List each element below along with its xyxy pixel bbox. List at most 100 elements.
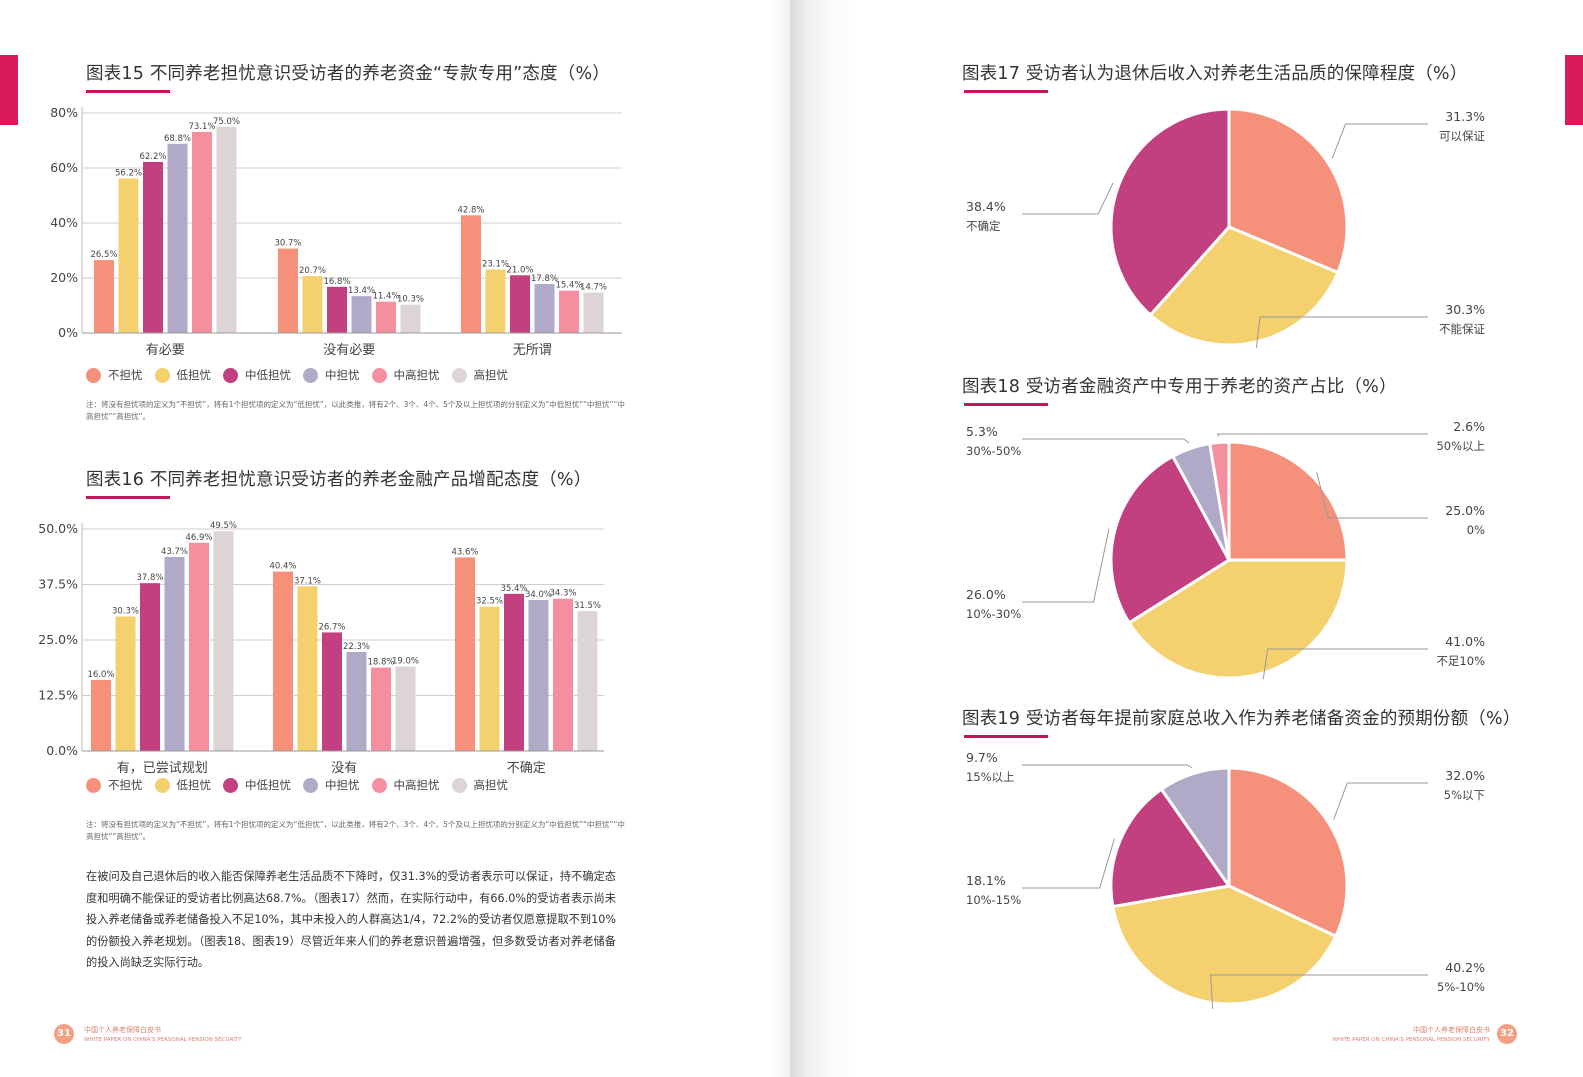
- bar-value-label: 14.7%: [580, 283, 607, 293]
- pie-category-label: 0%: [1467, 523, 1485, 537]
- y-tick-label: 0%: [58, 325, 78, 340]
- legend-swatch: [371, 367, 387, 383]
- leader-line: [1216, 433, 1428, 437]
- bar-value-label: 16.0%: [87, 670, 114, 680]
- legend-item: 中担忧: [303, 367, 360, 383]
- right-edge-tab: [1565, 55, 1583, 125]
- fig18-title: 图表18 受访者金融资产中专用于养老的资产占比（%）: [962, 377, 1397, 397]
- bar-value-label: 11.4%: [372, 292, 399, 302]
- x-category-label: 有，已尝试规划: [117, 761, 208, 776]
- bar: [376, 301, 396, 333]
- legend-label: 高担忧: [473, 778, 509, 792]
- pie-value-label: 30.3%: [1445, 302, 1485, 317]
- fig18-title-rule: [964, 403, 1048, 406]
- pie-value-label: 9.7%: [966, 752, 998, 765]
- legend-swatch: [451, 367, 467, 383]
- left-footer-en: WHITE PAPER ON CHINA'S PERSONAL PENSION …: [84, 1037, 242, 1043]
- bar-value-label: 19.0%: [392, 657, 419, 667]
- bar-value-label: 75.0%: [213, 117, 240, 127]
- leader-line: [1022, 438, 1190, 444]
- bar-value-label: 30.3%: [112, 606, 139, 616]
- bar-value-label: 43.6%: [451, 547, 478, 557]
- bar-value-label: 15.4%: [555, 281, 582, 291]
- bar-value-label: 16.8%: [323, 277, 350, 287]
- gutter: [770, 0, 790, 1077]
- bar-value-label: 42.8%: [457, 205, 484, 215]
- bar: [143, 161, 163, 333]
- bar: [189, 542, 209, 751]
- bar-value-label: 34.3%: [549, 589, 576, 599]
- fig15-note: 注：将没有担忧项的定义为“不担忧”，将有1个担忧项的定义为“低担忧”，以此类推，…: [86, 400, 625, 421]
- legend-item: 中低担忧: [223, 367, 291, 383]
- bar-value-label: 26.5%: [90, 250, 117, 260]
- fig16-legend: 不担忧 低担忧 中低担忧 中担忧 中高担忧 高担忧: [86, 777, 520, 793]
- pie-category-label: 可以保证: [1439, 129, 1485, 143]
- y-tick-label: 50.0%: [38, 521, 78, 536]
- legend-swatch: [303, 367, 318, 383]
- fig15-title: 图表15 不同养老担忧意识受访者的养老资金“专款专用”态度（%）: [86, 64, 610, 84]
- bar: [192, 131, 212, 333]
- pie-category-label: 10%-30%: [966, 607, 1021, 621]
- pie-value-label: 18.1%: [966, 873, 1006, 888]
- legend-label: 中高担忧: [393, 778, 440, 792]
- bar-value-label: 34.0%: [525, 590, 552, 600]
- pie-value-label: 25.0%: [1445, 503, 1485, 518]
- bar: [140, 583, 160, 751]
- bar-value-label: 49.5%: [210, 521, 237, 531]
- bar: [164, 556, 185, 751]
- y-tick-label: 20%: [50, 270, 78, 285]
- legend-swatch: [86, 367, 101, 383]
- legend-item: 中担忧: [303, 777, 360, 793]
- pie-slice: [1159, 766, 1231, 888]
- y-tick-label: 12.5%: [38, 688, 78, 703]
- fig17-title: 图表17 受访者认为退休后收入对养老生活品质的保障程度（%）: [962, 64, 1468, 84]
- bar-value-label: 32.5%: [476, 597, 503, 607]
- bar-value-label: 37.1%: [294, 576, 321, 586]
- y-tick-label: 0.0%: [46, 743, 78, 758]
- bar: [115, 616, 136, 751]
- x-category-label: 不确定: [507, 761, 546, 776]
- bar: [346, 651, 367, 751]
- pie-category-label: 15%以上: [966, 770, 1015, 784]
- legend-item: 中高担忧: [371, 777, 440, 793]
- legend-swatch: [223, 367, 238, 383]
- bar: [479, 606, 500, 751]
- bar: [327, 286, 347, 333]
- legend-label: 中担忧: [325, 368, 360, 382]
- pie-value-label: 32.0%: [1445, 768, 1485, 783]
- bar: [351, 296, 372, 333]
- pie-category-label: 不足10%: [1436, 654, 1485, 668]
- pie-category-label: 10%-15%: [966, 893, 1021, 907]
- pie-category-label: 50%以上: [1436, 439, 1485, 453]
- fig15-chart: 0% 20% 40% 60% 80% 26.5% 56.2% 62.2% 68.8% 73.1%7…: [50, 105, 622, 358]
- bar-value-label: 13.4%: [348, 286, 375, 296]
- legend-item: 不担忧: [86, 367, 143, 383]
- right-footer: 中国个人养老保障白皮书 WHITE PAPER ON CHINA'S PERSO…: [1310, 1025, 1490, 1045]
- pie-value-label: 5.3%: [966, 424, 998, 439]
- legend-label: 低担忧: [176, 368, 212, 382]
- bar: [278, 248, 298, 333]
- fig16-title: 图表16 不同养老担忧意识受访者的养老金融产品增配态度（%）: [86, 470, 592, 490]
- pie-slice: [1111, 884, 1338, 1006]
- bar-value-label: 22.3%: [343, 642, 370, 652]
- pie-slice: [1227, 440, 1349, 562]
- x-category-label: 没有: [331, 761, 357, 776]
- legend-swatch: [86, 777, 101, 793]
- bar-value-label: 35.4%: [500, 584, 527, 594]
- pie-category-label: 5%以下: [1444, 788, 1485, 802]
- y-tick-label: 60%: [50, 160, 78, 175]
- legend-swatch: [371, 777, 387, 793]
- y-tick-label: 37.5%: [38, 577, 78, 592]
- bar: [213, 531, 234, 751]
- pie-slice: [1148, 225, 1340, 347]
- bar: [94, 260, 114, 333]
- bar-value-label: 17.8%: [531, 274, 558, 284]
- legend-item: 高担忧: [451, 367, 508, 383]
- bar: [91, 679, 111, 751]
- legend-label: 中高担忧: [393, 368, 440, 382]
- pie-value-label: 31.3%: [1445, 109, 1485, 124]
- x-category-label: 无所谓: [513, 343, 552, 358]
- bar-value-label: 43.7%: [161, 547, 188, 557]
- leader-line: [1022, 838, 1115, 889]
- bar: [485, 269, 506, 333]
